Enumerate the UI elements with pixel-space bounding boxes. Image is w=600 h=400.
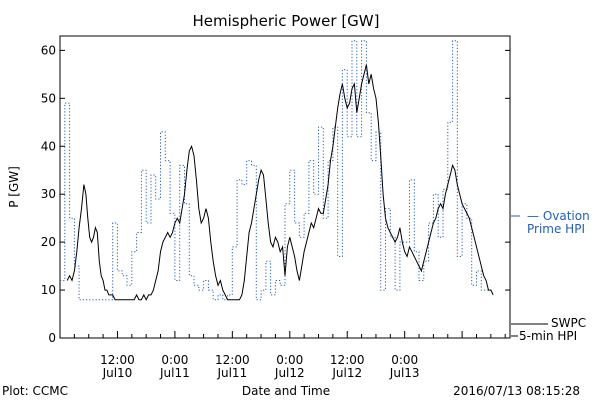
series-ovation-prime-hpi — [60, 40, 491, 301]
x-tick-time-label: 0:00 — [276, 353, 303, 367]
plot-frame — [59, 35, 511, 339]
x-tick-date-label: Jul12 — [274, 366, 305, 380]
x-tick-time-label: 12:00 — [100, 353, 135, 367]
x-tick-time-label: 12:00 — [330, 353, 365, 367]
x-tick-date-label: Jul11 — [159, 366, 190, 380]
x-tick-time-label: 0:00 — [161, 353, 188, 367]
x-tick-date-label: Jul12 — [331, 366, 362, 380]
series-swpc-5min-hpi — [66, 64, 494, 301]
legend-ovation-line2: Prime HPI — [527, 222, 585, 236]
footer-plot-credit: Plot: CCMC — [2, 384, 68, 398]
x-axis-label: Date and Time — [242, 384, 330, 398]
y-tick-label: 30 — [41, 187, 56, 201]
y-tick-label: 20 — [41, 235, 56, 249]
x-tick-date-label: Jul11 — [216, 366, 247, 380]
chart-title: Hemispheric Power [GW] — [193, 12, 380, 30]
y-axis-label: P [GW] — [7, 166, 21, 208]
y-axis-ticks: 0 10 20 30 40 50 60 — [41, 43, 510, 345]
x-tick-date-label: Jul10 — [102, 366, 133, 380]
x-tick-time-label: 0:00 — [391, 353, 418, 367]
x-tick-time-label: 12:00 — [215, 353, 250, 367]
y-tick-label: 10 — [41, 283, 56, 297]
legend-swpc-line1: SWPC — [551, 316, 586, 330]
x-tick-date-label: Jul13 — [389, 366, 420, 380]
legend-swpc-line2: 5-min HPI — [519, 329, 577, 343]
legend-ovation-line1: — Ovation — [527, 209, 590, 223]
y-tick-label: 40 — [41, 139, 56, 153]
footer-timestamp: 2016/07/13 08:15:28 — [453, 384, 580, 398]
y-tick-label: 0 — [48, 331, 56, 345]
x-axis-ticks: 12:00Jul100:00Jul1112:00Jul110:00Jul1212… — [73, 331, 506, 380]
y-tick-label: 50 — [41, 91, 56, 105]
y-tick-label: 60 — [41, 43, 56, 57]
